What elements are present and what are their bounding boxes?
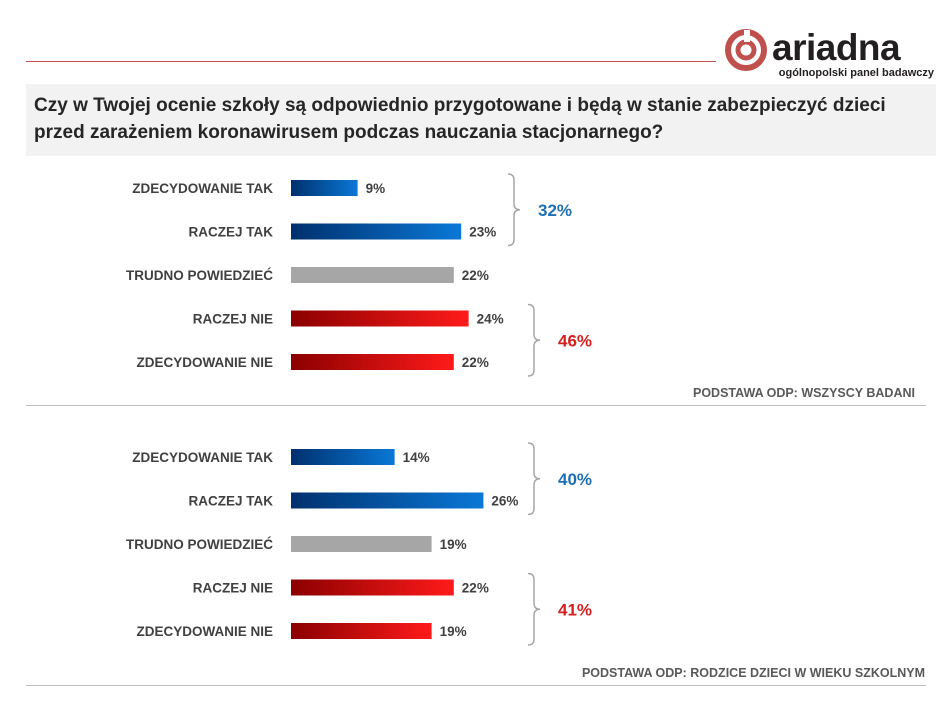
header-rule	[26, 61, 716, 62]
question-box: Czy w Twojej ocenie szkoły są odpowiedni…	[26, 84, 936, 156]
group-total-1: 41%	[558, 600, 592, 619]
chart-all-respondents-svg: ZDECYDOWANIE TAK 9% RACZEJ TAK 23% TRUDNO PO…	[126, 173, 592, 377]
question-title: Czy w Twojej ocenie szkoły są odpowiedni…	[34, 95, 886, 143]
chart-all-respondents: ZDECYDOWANIE TAK 9% RACZEJ TAK 23% TRUDNO PO…	[0, 160, 942, 410]
ariadna-spiral-icon	[725, 29, 767, 71]
bottom-divider	[26, 685, 926, 686]
ariadna-logo: ariadna ogólnopolski panel badawczy	[724, 26, 936, 80]
bar-4	[291, 354, 454, 370]
chart-parents: ZDECYDOWANIE TAK 14% RACZEJ TAK 26% TRUDNO P…	[0, 430, 942, 690]
group-bracket-0	[527, 442, 541, 516]
value-label-0: 14%	[403, 450, 430, 465]
value-label-4: 22%	[462, 355, 489, 370]
bar-1	[291, 492, 484, 509]
section-divider	[26, 405, 926, 406]
bar-0	[291, 449, 395, 465]
value-label-4: 19%	[440, 624, 467, 639]
group-total-0: 40%	[558, 470, 592, 489]
logo-wordmark: ariadna	[772, 27, 901, 68]
category-label-3: RACZEJ NIE	[193, 312, 273, 327]
category-label-2: TRUDNO POWIEDZIEĆ	[126, 537, 273, 552]
category-label-1: RACZEJ TAK	[188, 494, 273, 509]
category-label-4: ZDECYDOWANIE NIE	[136, 624, 273, 639]
value-label-0: 9%	[366, 181, 386, 196]
category-label-3: RACZEJ NIE	[193, 581, 273, 596]
group-bracket-0	[507, 173, 521, 247]
value-label-1: 26%	[491, 494, 518, 509]
category-label-0: ZDECYDOWANIE TAK	[132, 181, 273, 196]
value-label-2: 19%	[440, 537, 467, 552]
bar-4	[291, 623, 432, 639]
group-total-0: 32%	[538, 201, 572, 220]
bar-3	[291, 310, 469, 327]
value-label-3: 22%	[462, 581, 489, 596]
value-label-2: 22%	[462, 268, 489, 283]
bar-2	[291, 536, 432, 552]
value-label-1: 23%	[469, 225, 496, 240]
bar-1	[291, 223, 462, 240]
category-label-1: RACZEJ TAK	[188, 225, 273, 240]
group-bracket-1	[527, 303, 541, 377]
chart-parents-svg: ZDECYDOWANIE TAK 14% RACZEJ TAK 26% TRUDNO P…	[126, 442, 592, 646]
logo-tagline: ogólnopolski panel badawczy	[778, 67, 934, 79]
bar-0	[291, 180, 358, 196]
category-label-2: TRUDNO POWIEDZIEĆ	[126, 268, 273, 283]
base-note-all-respondents: PODSTAWA ODP: WSZYSCY BADANI	[692, 386, 915, 400]
bar-3	[291, 579, 454, 596]
group-total-1: 46%	[558, 331, 592, 350]
group-bracket-1	[527, 572, 541, 646]
value-label-3: 24%	[477, 312, 504, 327]
base-note-parents: PODSTAWA ODP: RODZICE DZIECI W WIEKU SZK…	[581, 666, 925, 680]
category-label-0: ZDECYDOWANIE TAK	[132, 450, 273, 465]
category-label-4: ZDECYDOWANIE NIE	[136, 355, 273, 370]
bar-2	[291, 267, 454, 283]
